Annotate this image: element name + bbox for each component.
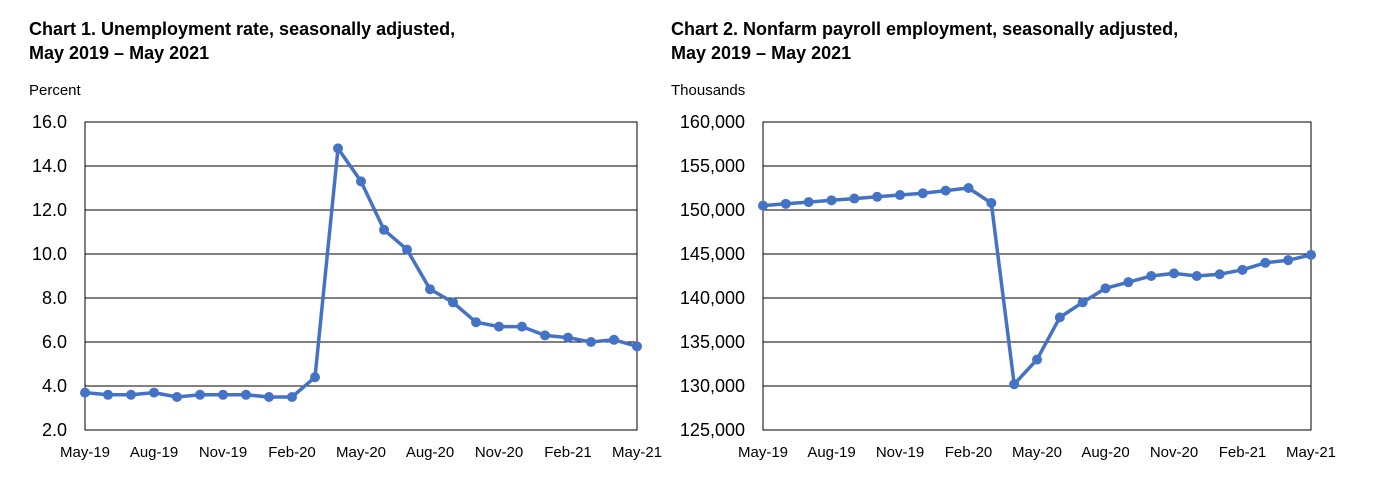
chart2-plot: 125,000 130,000 135,000 140,000 145,000 150,0… xyxy=(680,112,1336,461)
chart1-data-point xyxy=(563,332,573,343)
chart1-y-tick-label: 16.0 xyxy=(32,112,67,132)
chart2-data-point xyxy=(1100,283,1111,294)
chart1-y-tick-label: 12.0 xyxy=(32,200,67,220)
chart1-x-tick-label: Nov-20 xyxy=(475,444,523,461)
chart1-y-tick-label: 8.0 xyxy=(42,288,67,308)
chart2-y-tick-label: 155,000 xyxy=(680,156,745,176)
chart2-data-point xyxy=(917,188,928,199)
chart1-data-point xyxy=(80,387,90,398)
chart2-plot-frame xyxy=(762,121,1312,431)
chart2-x-tick-label: May-19 xyxy=(738,444,788,461)
chart1-data-point xyxy=(379,224,389,235)
chart2-y-tick-label: 150,000 xyxy=(680,200,745,220)
chart2-x-tick-label: Feb-21 xyxy=(1219,444,1267,461)
chart1-data-point xyxy=(333,143,343,154)
chart1-plot-frame xyxy=(84,121,638,431)
chart1-data-point xyxy=(517,321,527,332)
chart1-x-tick-label: Aug-20 xyxy=(406,444,454,461)
chart2-y-tick-label: 130,000 xyxy=(680,376,745,396)
chart1-data-point xyxy=(264,392,274,402)
chart1-x-tick-label: May-21 xyxy=(612,444,662,461)
chart1-data-point xyxy=(425,284,435,295)
chart2-data-point xyxy=(1260,257,1271,268)
chart1-data-point xyxy=(471,317,481,328)
chart2-y-tick-label: 125,000 xyxy=(680,420,745,440)
chart2-x-tick-label: Nov-20 xyxy=(1150,444,1198,461)
chart2-data-point xyxy=(1009,379,1020,390)
chart1-x-tick-label: May-20 xyxy=(336,444,386,461)
chart2-y-tick-label: 140,000 xyxy=(680,288,745,308)
chart1-data-point xyxy=(448,297,458,308)
chart1-data-point xyxy=(149,387,159,398)
chart2-data-point xyxy=(1283,255,1294,266)
chart1-data-point xyxy=(540,330,550,341)
chart1-data-point xyxy=(586,337,596,347)
chart2-x-tick-label: May-20 xyxy=(1012,444,1062,461)
chart1-y-tick-label: 14.0 xyxy=(32,156,67,176)
chart2-data-point xyxy=(1237,264,1248,275)
chart1-title: Chart 1. Unemployment rate, seasonally a… xyxy=(29,17,455,65)
chart2-y-unit-label: Thousands xyxy=(671,82,746,99)
chart1-data-point xyxy=(632,341,642,352)
chart2-data-point xyxy=(849,193,860,204)
chart1-data-point xyxy=(103,389,113,400)
chart1-x-tick-label: Feb-20 xyxy=(268,444,316,461)
chart1-y-tick-label: 6.0 xyxy=(42,332,67,352)
chart2-data-point xyxy=(1032,354,1042,365)
chart2-x-tick-label: Feb-20 xyxy=(945,444,993,461)
chart1-x-tick-label: Aug-19 xyxy=(130,444,178,461)
chart2-data-point xyxy=(1306,249,1316,260)
chart1-data-point xyxy=(241,389,251,400)
chart2-title-line2: May 2019 – May 2021 xyxy=(671,43,852,63)
chart1-title-line2: May 2019 – May 2021 xyxy=(29,43,210,63)
chart1-data-point xyxy=(195,389,205,400)
chart2-data-point xyxy=(963,183,974,193)
chart2-data-point xyxy=(940,185,951,196)
chart2-data-point xyxy=(1146,271,1157,281)
chart1-x-tick-label: Feb-21 xyxy=(544,444,592,461)
chart2-data-point xyxy=(872,191,883,202)
chart2-data-point xyxy=(986,197,997,208)
chart2-title: Chart 2. Nonfarm payroll employment, sea… xyxy=(671,17,1178,65)
chart1-data-point xyxy=(609,334,619,345)
chart1-x-tick-label: Nov-19 xyxy=(199,444,247,461)
chart2-data-point xyxy=(1077,297,1088,308)
chart1-y-tick-label: 10.0 xyxy=(32,244,67,264)
chart2-x-tick-label: Aug-20 xyxy=(1081,444,1129,461)
chart2-data-point xyxy=(758,200,768,211)
chart2-data-point xyxy=(1123,277,1134,288)
chart1-y-unit-label: Percent xyxy=(29,82,81,99)
chart1-data-point xyxy=(287,392,297,402)
chart1-data-point xyxy=(172,392,182,402)
chart1-data-point xyxy=(218,389,228,400)
chart2-data-point xyxy=(1054,312,1065,323)
chart2-data-point xyxy=(1214,269,1225,280)
chart1-data-point xyxy=(494,321,504,332)
chart1-y-tick-label: 2.0 xyxy=(42,420,67,440)
chart2-y-tick-label: 145,000 xyxy=(680,244,745,264)
chart2-data-point xyxy=(826,195,837,206)
chart2-title-line1: Chart 2. Nonfarm payroll employment, sea… xyxy=(671,19,1179,39)
chart1-data-point xyxy=(356,176,366,187)
chart2-x-tick-label: Nov-19 xyxy=(876,444,924,461)
chart1-title-line1: Chart 1. Unemployment rate, seasonally a… xyxy=(29,19,456,39)
chart2-data-point xyxy=(1191,271,1202,281)
chart2-y-tick-label: 160,000 xyxy=(680,112,745,132)
chart2-y-tick-label: 135,000 xyxy=(680,332,745,352)
chart1-data-point xyxy=(310,372,320,383)
chart2-x-tick-label: May-21 xyxy=(1286,444,1336,461)
chart1-x-tick-label: May-19 xyxy=(60,444,110,461)
chart1-data-point xyxy=(402,244,412,255)
chart2-x-tick-label: Aug-19 xyxy=(807,444,855,461)
chart1-y-tick-label: 4.0 xyxy=(42,376,67,396)
chart2-data-point xyxy=(780,198,791,209)
chart2-data-point xyxy=(803,197,814,208)
chart1-plot: 2.0 4.0 6.0 8.0 10.0 12.0 14.0 16.0 May-19 Aug-19… xyxy=(32,112,662,461)
chart2-data-point xyxy=(1169,268,1179,279)
chart2-data-point xyxy=(895,190,905,201)
chart1-data-point xyxy=(126,389,136,400)
